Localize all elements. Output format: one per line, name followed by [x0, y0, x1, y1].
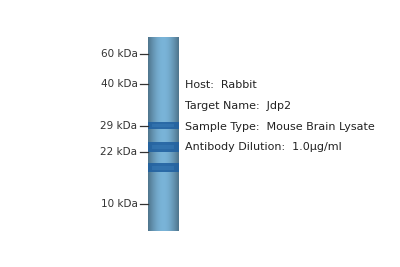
Text: 29 kDa: 29 kDa: [100, 121, 138, 131]
Text: 40 kDa: 40 kDa: [100, 80, 138, 89]
Bar: [152, 145, 174, 150]
Text: Antibody Dilution:  1.0µg/ml: Antibody Dilution: 1.0µg/ml: [185, 142, 342, 152]
Bar: [148, 122, 179, 129]
Bar: [148, 142, 179, 152]
Text: 10 kDa: 10 kDa: [100, 199, 138, 209]
Bar: [152, 124, 174, 127]
Text: Sample Type:  Mouse Brain Lysate: Sample Type: Mouse Brain Lysate: [185, 121, 375, 132]
Text: 22 kDa: 22 kDa: [100, 147, 138, 157]
Text: Target Name:  Jdp2: Target Name: Jdp2: [185, 101, 291, 111]
Text: 60 kDa: 60 kDa: [100, 49, 138, 59]
Text: Host:  Rabbit: Host: Rabbit: [185, 80, 257, 91]
Bar: [152, 166, 174, 170]
Bar: [148, 163, 179, 172]
